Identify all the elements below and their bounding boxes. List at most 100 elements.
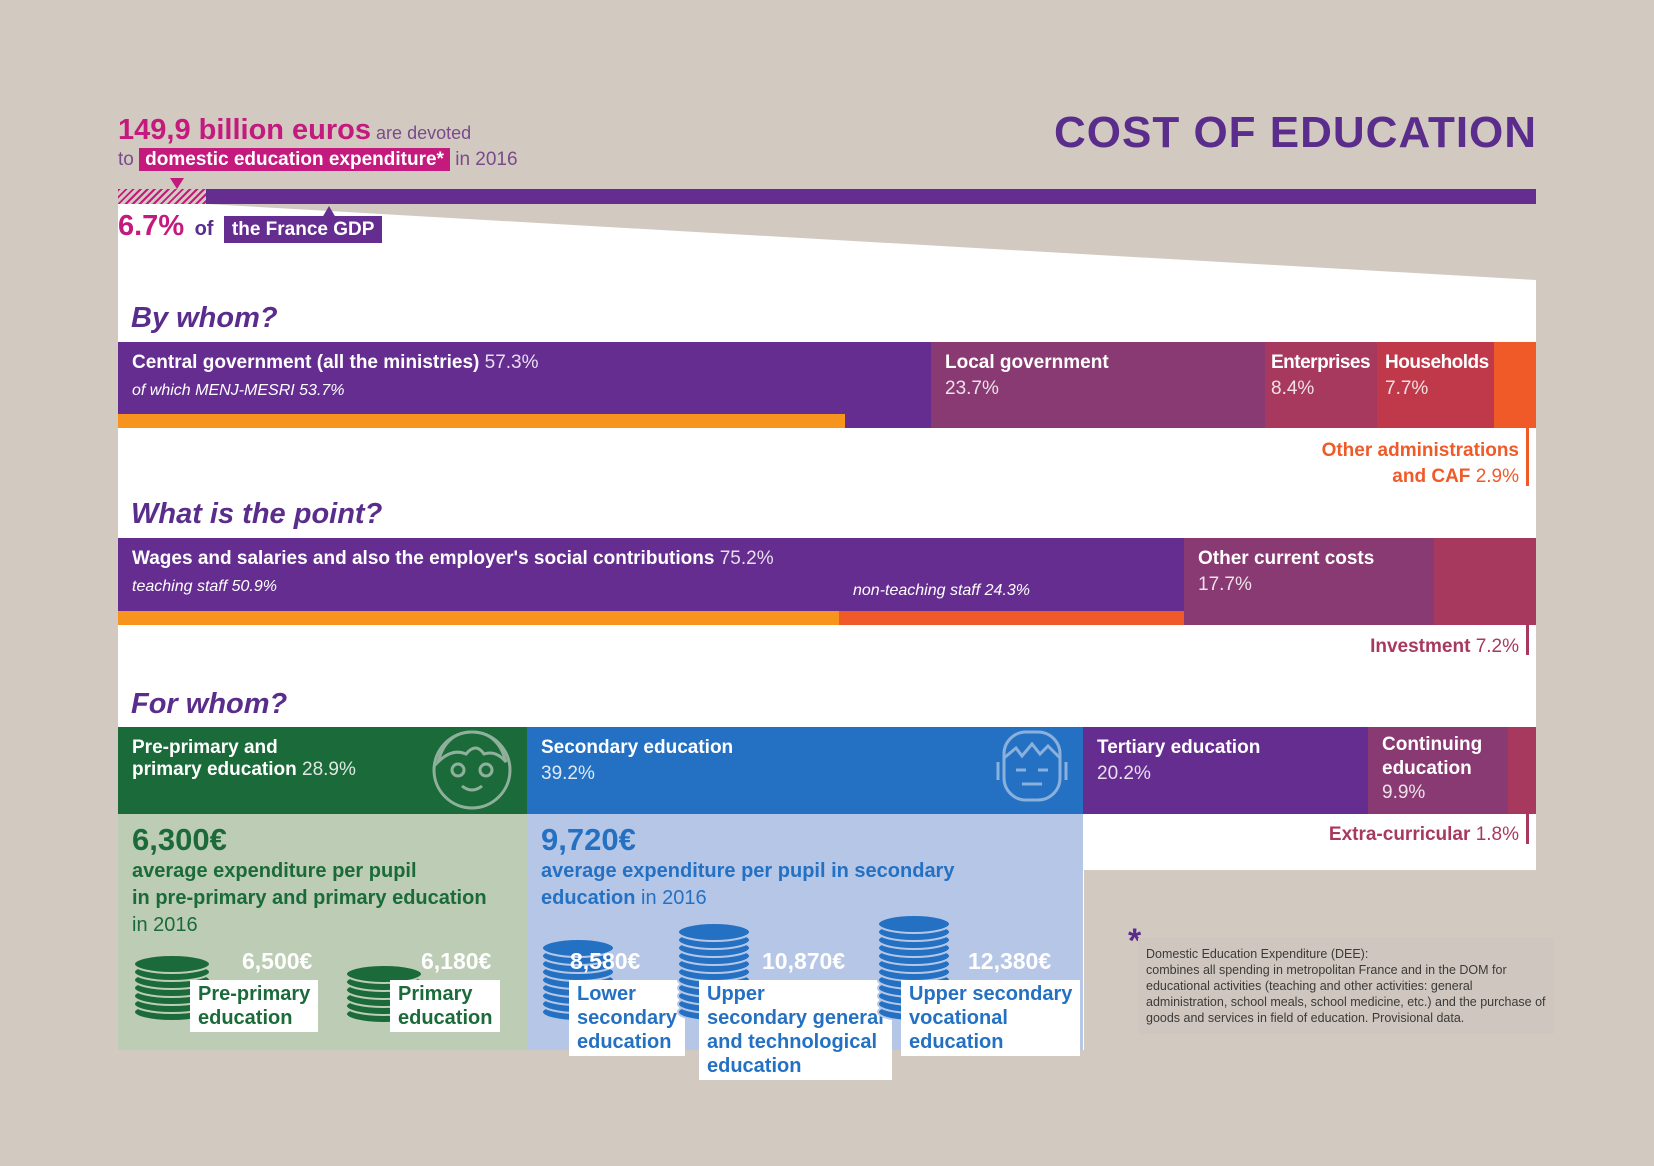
extra-label: Extra-curricular bbox=[1328, 824, 1471, 845]
child-face-icon bbox=[432, 730, 512, 810]
extra-curricular-cell bbox=[1508, 727, 1536, 814]
investment-value: 7.2% bbox=[1475, 636, 1519, 657]
upper-general-label: Upper secondary general and technologica… bbox=[699, 980, 892, 1080]
secondary-cell: Secondary education 39.2% bbox=[527, 727, 1083, 814]
primary-coin-label-1: Primary bbox=[398, 983, 473, 1005]
enterprises-label: Enterprises bbox=[1271, 352, 1371, 373]
households-cell: Households 7.7% bbox=[1377, 342, 1494, 428]
primary-cell: Pre-primary and primary education 28.9% bbox=[118, 727, 527, 814]
households-value: 7.7% bbox=[1385, 378, 1429, 399]
preprimary-label-2: education bbox=[198, 1007, 293, 1029]
preprimary-label: Pre-primary education bbox=[190, 980, 319, 1032]
hatched-bar bbox=[118, 189, 206, 204]
page-title: COST OF EDUCATION bbox=[1054, 108, 1538, 157]
other-costs-cell: Other current costs 17.7% bbox=[1184, 538, 1434, 625]
gdp-of: of bbox=[194, 218, 214, 240]
preprimary-value: 6,500€ bbox=[242, 948, 313, 974]
other-admin-value: 2.9% bbox=[1475, 466, 1519, 487]
secondary-amount: 9,720€ bbox=[541, 822, 636, 857]
other-admin-cell bbox=[1494, 342, 1536, 428]
upper-vocational-label: Upper secondary vocational education bbox=[901, 980, 1081, 1056]
lower-secondary-label: Lower secondary education bbox=[569, 980, 686, 1056]
upper-vocational-label-1: Upper secondary bbox=[909, 983, 1073, 1005]
primary-label-2: primary education bbox=[132, 759, 297, 780]
menj-bar bbox=[118, 414, 845, 428]
pointer-pink-icon bbox=[170, 178, 184, 189]
upper-general-label-3: and technological bbox=[707, 1031, 878, 1053]
central-sub: of which MENJ-MESRI 53.7% bbox=[132, 382, 345, 399]
primary-coin-label: Primary education bbox=[390, 980, 501, 1032]
tertiary-value: 20.2% bbox=[1097, 763, 1151, 784]
continuing-label-1: Continuing bbox=[1382, 734, 1483, 755]
continuing-label-2: education bbox=[1382, 758, 1472, 779]
extra-curricular-note: Extra-curricular 1.8% bbox=[1220, 822, 1519, 848]
lower-secondary-label-3: education bbox=[577, 1031, 672, 1053]
heading-by-whom: By whom? bbox=[131, 302, 278, 334]
primary-coin-value: 6,180€ bbox=[421, 948, 492, 974]
tertiary-label: Tertiary education bbox=[1097, 737, 1261, 758]
heading-what-point: What is the point? bbox=[131, 498, 383, 530]
upper-vocational-label-2: vocational bbox=[909, 1007, 1008, 1029]
headline-to: to bbox=[118, 149, 134, 170]
footnote-title: Domestic Education Expenditure (DEE): bbox=[1146, 947, 1369, 961]
investment-label: Investment bbox=[1370, 636, 1471, 657]
extra-line bbox=[1526, 814, 1529, 844]
primary-text-1: average expenditure per pupil bbox=[132, 860, 417, 882]
headline-amount-line: 149,9 billion euros are devoted bbox=[118, 114, 471, 147]
enterprises-value: 8.4% bbox=[1271, 378, 1315, 399]
gdp-line: 6.7% of the France GDP bbox=[118, 210, 383, 243]
secondary-label: Secondary education bbox=[541, 737, 734, 758]
non-teaching-staff: non-teaching staff 24.3% bbox=[853, 582, 1031, 599]
gdp-tag: the France GDP bbox=[223, 216, 383, 243]
teen-face-icon bbox=[996, 730, 1068, 802]
local-government-cell: Local government 23.7% bbox=[931, 342, 1265, 428]
central-rest-bar bbox=[845, 414, 931, 428]
headline-line-2: to domestic education expenditure* in 20… bbox=[118, 148, 518, 171]
upper-vocational-label-3: education bbox=[909, 1031, 1004, 1053]
primary-expenditure-text: 6,300€ average expenditure per pupil in … bbox=[132, 822, 487, 939]
central-label: Central government (all the ministries) bbox=[132, 352, 480, 373]
upper-vocational-value: 12,380€ bbox=[968, 948, 1052, 974]
primary-label-1: Pre-primary and bbox=[132, 737, 278, 758]
lower-secondary-label-1: Lower bbox=[577, 983, 636, 1005]
heading-for-whom: For whom? bbox=[131, 688, 288, 720]
enterprises-cell: Enterprises 8.4% bbox=[1265, 342, 1377, 428]
footnote: Domestic Education Expenditure (DEE): co… bbox=[1138, 938, 1554, 1034]
dee-bar bbox=[206, 189, 1536, 204]
primary-value: 28.9% bbox=[302, 759, 356, 780]
gdp-percent: 6.7% bbox=[118, 210, 185, 242]
headline-devoted: are devoted bbox=[376, 123, 472, 143]
secondary-value: 39.2% bbox=[541, 763, 595, 784]
primary-amount: 6,300€ bbox=[132, 822, 227, 857]
upper-general-label-1: Upper bbox=[707, 983, 765, 1005]
investment-line bbox=[1526, 625, 1529, 655]
other-admin-line bbox=[1526, 428, 1529, 486]
secondary-text-2: education bbox=[541, 887, 636, 909]
primary-coin-label-2: education bbox=[398, 1007, 493, 1029]
other-costs-label: Other current costs bbox=[1198, 548, 1375, 569]
secondary-year: in 2016 bbox=[641, 887, 707, 909]
other-admin-label-2: and CAF bbox=[1392, 466, 1471, 487]
households-label: Households bbox=[1385, 352, 1489, 373]
teaching-bar bbox=[118, 611, 839, 625]
investment-note: Investment 7.2% bbox=[1220, 634, 1519, 660]
local-value: 23.7% bbox=[945, 378, 999, 399]
central-government-cell: Central government (all the ministries) … bbox=[118, 342, 931, 414]
other-admin-label-1: Other administrations bbox=[1321, 440, 1519, 461]
headline-year: in 2016 bbox=[455, 149, 518, 170]
primary-text-2: in pre-primary and primary education bbox=[132, 887, 487, 909]
lower-secondary-label-2: secondary bbox=[577, 1007, 678, 1029]
continuing-cell: Continuing education 9.9% bbox=[1368, 727, 1508, 814]
wages-label: Wages and salaries and also the employer… bbox=[132, 548, 715, 569]
upper-general-label-2: secondary general bbox=[707, 1007, 884, 1029]
investment-cell bbox=[1434, 538, 1536, 625]
continuing-value: 9.9% bbox=[1382, 782, 1426, 803]
headline-amount: 149,9 billion euros bbox=[118, 114, 372, 146]
pointer-purple-icon bbox=[322, 206, 336, 218]
other-costs-value: 17.7% bbox=[1198, 574, 1252, 595]
wages-value: 75.2% bbox=[719, 548, 774, 569]
footnote-body: combines all spending in metropolitan Fr… bbox=[1146, 963, 1546, 1025]
other-admin-note: Other administrations and CAF 2.9% bbox=[1220, 438, 1519, 490]
extra-value: 1.8% bbox=[1475, 824, 1519, 845]
secondary-text-1: average expenditure per pupil in seconda… bbox=[541, 860, 955, 882]
